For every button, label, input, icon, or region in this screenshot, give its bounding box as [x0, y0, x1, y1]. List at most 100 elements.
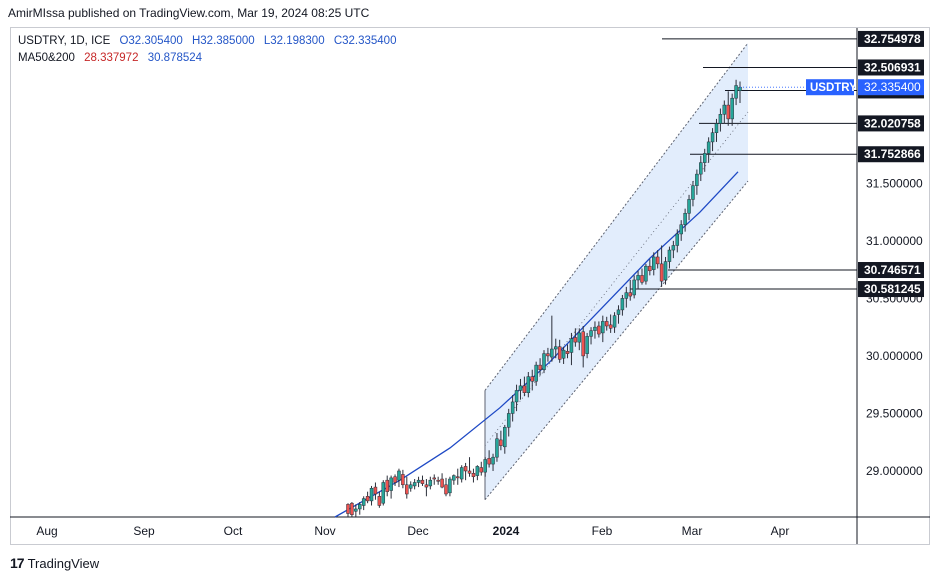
candle — [608, 314, 613, 333]
price-tag-label: 32.335400 — [864, 80, 921, 94]
candle — [499, 430, 503, 451]
high-value: H32.385000 — [191, 35, 255, 47]
candle-body — [377, 496, 382, 506]
x-tick-label: Apr — [771, 524, 790, 538]
level-label: 30.746571 — [864, 263, 921, 277]
candle — [714, 118, 719, 142]
candle-body — [640, 275, 644, 283]
candle-body — [722, 104, 727, 115]
candle — [416, 476, 421, 488]
footer-brand[interactable]: 17 TradingView — [10, 555, 99, 571]
candle-body — [734, 85, 738, 99]
candle-body — [561, 349, 566, 359]
candle — [640, 268, 644, 285]
candle — [573, 328, 578, 347]
candle-body — [393, 476, 397, 483]
candle — [452, 474, 456, 485]
candle — [557, 339, 562, 363]
candle-body — [518, 385, 523, 391]
candle-body — [652, 256, 656, 270]
candle — [628, 279, 632, 301]
x-tick-label: Oct — [224, 524, 243, 538]
candle-body — [428, 479, 433, 487]
y-tick-label: 31.000000 — [866, 234, 923, 248]
level-label: 31.752866 — [864, 147, 921, 161]
candle — [354, 504, 358, 517]
ohlc-legend: USDTRY, 1D, ICE O32.305400 H32.385000 L3… — [18, 35, 402, 47]
ma-label[interactable]: MA50&200 — [18, 52, 75, 64]
candle-body — [624, 292, 629, 299]
candle — [475, 465, 480, 481]
y-tick-label: 29.500000 — [866, 406, 923, 420]
candle-body — [706, 141, 711, 154]
candle — [691, 181, 695, 207]
candle — [734, 79, 738, 106]
candle — [565, 344, 570, 359]
candle-body — [510, 401, 515, 414]
candle — [459, 465, 464, 483]
candle — [616, 305, 621, 324]
candle-body — [503, 427, 507, 448]
candle-body — [424, 484, 429, 488]
symbol-label[interactable]: USDTRY, 1D, ICE — [18, 35, 111, 47]
candle-body — [554, 346, 558, 350]
candle-body — [597, 325, 601, 335]
candle-body — [471, 473, 476, 477]
candle — [620, 294, 625, 316]
candle-body — [522, 385, 527, 393]
candle — [534, 361, 538, 386]
candle-body — [416, 479, 421, 483]
ma200-value: 30.878524 — [147, 52, 203, 64]
level-label-box — [858, 115, 924, 132]
candle — [365, 491, 370, 504]
candle — [358, 502, 362, 515]
ma-legend: MA50&200 28.337972 30.878524 — [18, 52, 208, 64]
candle-body — [632, 279, 636, 296]
candle — [659, 245, 664, 287]
candle-body — [467, 470, 472, 474]
candle — [401, 469, 405, 489]
candle — [675, 229, 680, 253]
candle — [444, 477, 448, 497]
ma200-line — [334, 171, 739, 518]
candle-body — [695, 173, 699, 186]
candle-body — [542, 353, 546, 370]
candle-body — [593, 326, 597, 331]
candle — [346, 503, 350, 517]
x-tick-label: Sep — [133, 524, 155, 538]
candle — [463, 462, 468, 481]
candle-body — [412, 482, 417, 487]
candle-body — [475, 466, 480, 476]
candle — [350, 502, 354, 517]
candle — [687, 194, 691, 221]
candle — [522, 376, 527, 397]
candle-body — [526, 376, 531, 393]
regression-channel-fill — [485, 42, 748, 500]
candle — [589, 327, 593, 345]
channel-lower-line — [484, 180, 749, 501]
candle-body — [397, 470, 401, 481]
candle — [683, 208, 687, 232]
candle-body — [636, 275, 640, 281]
candle-body — [710, 132, 715, 143]
x-tick-label: Mar — [682, 524, 703, 538]
candle-body — [354, 508, 358, 512]
price-tag-box — [858, 79, 924, 96]
candle-body — [408, 484, 413, 489]
candle-body — [452, 475, 456, 481]
candle-body — [608, 324, 613, 329]
candle — [601, 315, 605, 343]
candle-body — [487, 458, 491, 465]
candle — [408, 481, 413, 492]
candle — [699, 155, 703, 182]
symbol-tag-label: USDTRY — [810, 82, 857, 94]
publish-header: AmirMIssa published on TradingView.com, … — [8, 6, 370, 20]
candle-body — [726, 104, 730, 120]
candle — [612, 312, 617, 333]
candle-body — [663, 261, 668, 281]
candle-body — [448, 478, 452, 494]
candle-body — [659, 263, 664, 282]
level-label-box — [858, 146, 924, 163]
candle-body — [463, 466, 468, 472]
